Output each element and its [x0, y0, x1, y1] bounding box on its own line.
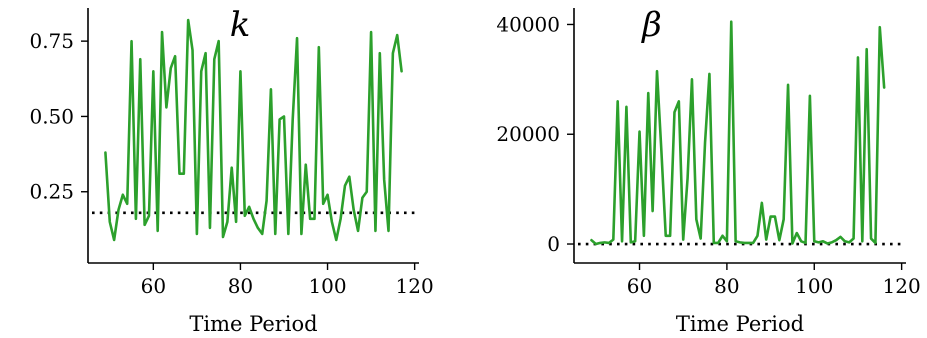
- x-tick-label: 120: [396, 274, 434, 298]
- x-tick-label: 100: [308, 274, 346, 298]
- series-line: [104, 18, 403, 242]
- chart-panel-beta: 60 80 100 120 0 20000 40000 β Time Period: [496, 5, 920, 336]
- y-tick-label: 0.25: [29, 180, 74, 204]
- x-tick-label: 100: [795, 274, 833, 298]
- chart-panel-k: 60 80 100 120 0.25 0.50 0.75 k Time Period: [29, 5, 433, 336]
- y-tick-label: 0.50: [29, 104, 74, 128]
- y-tick-label: 20000: [496, 122, 560, 146]
- x-tick-label: 60: [627, 274, 652, 298]
- x-axis-label: Time Period: [189, 312, 317, 336]
- series-line: [590, 20, 886, 246]
- y-tick-label: 0: [547, 232, 560, 256]
- x-axis-label: Time Period: [676, 312, 804, 336]
- x-tick-label: 120: [883, 274, 921, 298]
- x-tick-label: 80: [228, 274, 253, 298]
- y-tick-label: 40000: [496, 12, 560, 36]
- x-tick-label: 60: [141, 274, 166, 298]
- y-tick-label: 0.75: [29, 29, 74, 53]
- x-tick-label: 80: [714, 274, 739, 298]
- panel-title: β: [640, 5, 662, 45]
- panel-title: k: [230, 5, 251, 45]
